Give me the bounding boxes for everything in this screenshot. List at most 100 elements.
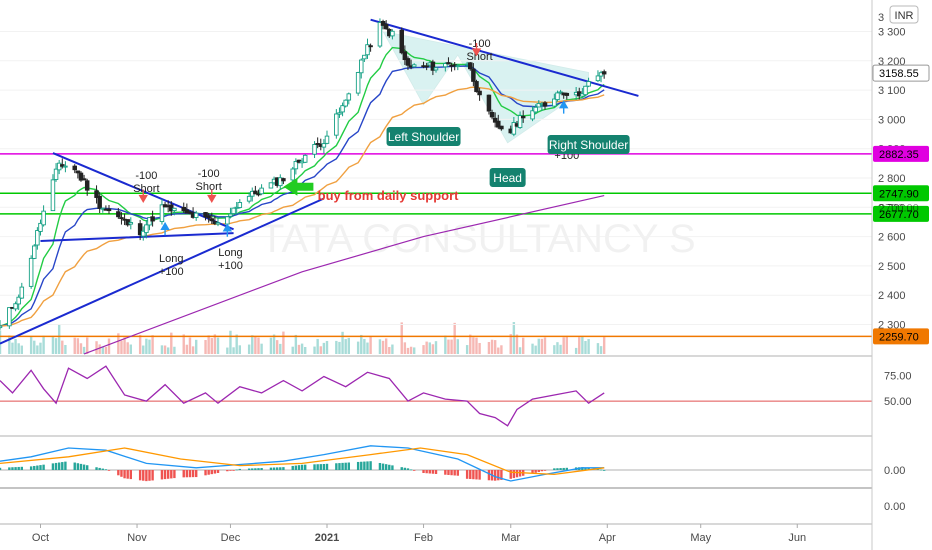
level-tag [873,145,929,162]
candle-body [564,92,570,96]
volume-bar [98,344,101,354]
candle-body [259,187,264,195]
volume-bar [42,335,45,354]
volume-bar [51,336,55,354]
volume-bar [406,347,410,354]
buy-arrow-icon [283,177,314,196]
volume-bar [57,324,61,354]
volume-bar [117,333,120,354]
volume-bar [515,334,519,354]
currency-badge[interactable]: INR [889,5,919,24]
candle-body [281,178,286,182]
volume-bar [388,347,391,354]
volume-bar [487,342,491,354]
ema-fast-line [0,46,605,327]
candle-body [32,245,37,259]
candle-body [583,85,588,96]
macd-histogram-bar [279,467,282,470]
volume-bar [232,347,235,354]
volume-bar [313,346,316,354]
macd-histogram-bar [54,462,58,470]
rsi-pane [0,365,872,427]
macd-histogram-bar [126,470,129,479]
volume-bar [518,347,522,354]
volume-bar [272,334,276,354]
macd-histogram-bar [581,467,584,470]
volume-bar [344,339,347,354]
macd-histogram-bar [493,470,497,481]
candle-body [84,180,90,191]
candle-body [215,222,221,225]
macd-histogram-bar [478,470,481,480]
macd-histogram-bar [543,470,547,471]
trade-annotations: -100Short-100Short-100ShortLong+100Long+… [133,38,630,278]
macd-histogram-bar [229,470,232,471]
label-left_shoulder: Left Shoulder [388,130,459,144]
volume-bar [160,345,164,354]
label-left_shoulder-box [386,127,461,146]
volume-bar [95,341,98,354]
macd-histogram-bar [42,464,45,470]
macd-histogram-bar [428,470,431,474]
macd-histogram-bar [319,464,322,470]
macd-histogram-bar [151,470,154,481]
price-tick-label: 3 100 [878,85,906,97]
trendline [0,197,325,345]
volume-bar [282,331,285,354]
macd-histogram-bar [238,468,241,470]
macd-histogram-bar [344,462,347,470]
buy-text: buy from daily support [318,188,460,203]
macd-histogram-bar [226,470,229,472]
volume-bar [490,339,494,354]
level-tag-label: 2747.90 [879,188,919,200]
candle-body [530,110,535,120]
annotation-short_2-line2: Short [196,181,222,193]
candle-body [405,58,411,66]
time-label: May [690,532,711,544]
volume-bar [86,337,89,354]
macd-histogram-bar [129,470,132,480]
macd-histogram-bar [335,463,338,470]
volume-bar [335,340,338,354]
macd-histogram-bar [431,470,435,474]
volume-bar [319,346,322,354]
watermark-text: TATA CONSULTANCY S [260,217,696,261]
volume-bar [247,344,251,354]
candle-body [324,135,330,144]
candle-body [380,20,386,26]
level-tag-label: 2677.70 [879,209,919,221]
macd-histogram-bar [537,470,540,472]
candle-body [368,45,373,48]
volume-bar [107,338,111,354]
volume-bar [294,334,298,354]
candle-body [499,125,504,130]
candle-body [443,63,448,68]
time-axis[interactable]: Oct Nov Dec 2021 Feb Mar Apr May Jun [32,524,806,544]
volume-bar [500,345,503,354]
volume-bar [29,336,33,354]
level-tag [873,328,929,345]
candle-body [78,172,84,181]
candle-body [477,90,482,96]
rsi-line [0,365,605,427]
macd-histogram-bar [251,468,254,470]
macd-histogram-bar [500,470,503,480]
candle-body [489,112,495,118]
volume-bar [76,338,80,354]
macd-histogram-bar [297,465,301,470]
candle-body [228,213,233,217]
macd-histogram-bar [469,470,472,480]
macd-histogram-bar [325,463,329,470]
candle-body [455,65,461,68]
macd-histogram-bar [341,462,344,470]
pattern-zone [382,30,589,144]
volume-bar [602,337,606,354]
volume-bar [534,345,537,354]
price-tick-label: 3 000 [878,114,906,126]
price-tick-label: 2 400 [878,290,906,302]
candle-body [13,303,18,310]
trade-arrow-up [558,100,569,114]
macd-histogram-bar [269,467,273,470]
